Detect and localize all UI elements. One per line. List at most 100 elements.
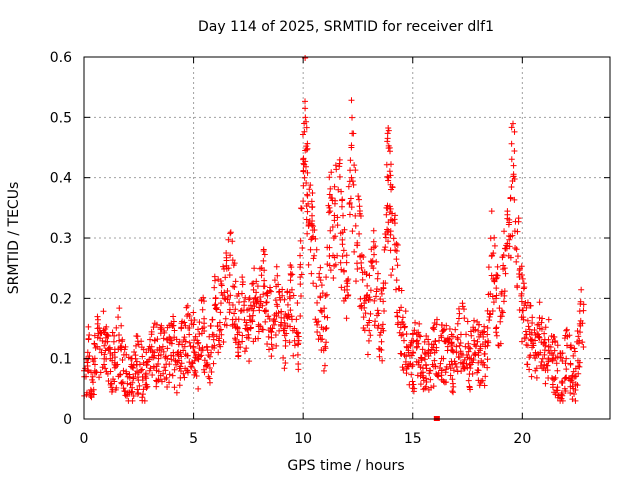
data-point	[433, 321, 440, 328]
data-point	[314, 299, 321, 306]
data-point	[263, 290, 270, 297]
data-point	[246, 358, 253, 365]
data-point	[367, 287, 374, 294]
data-point	[358, 259, 365, 266]
data-point	[225, 236, 232, 243]
data-point	[386, 203, 393, 210]
data-point	[161, 364, 168, 371]
data-point	[183, 367, 190, 374]
data-point	[281, 320, 288, 327]
data-point	[536, 334, 543, 341]
data-point	[168, 356, 175, 363]
data-point	[390, 235, 397, 242]
data-point	[566, 332, 573, 339]
data-point	[122, 343, 129, 350]
data-point	[181, 374, 188, 381]
data-point	[118, 322, 125, 329]
data-point	[383, 204, 390, 211]
data-point	[287, 277, 294, 284]
data-point	[186, 339, 193, 346]
data-point	[502, 245, 509, 252]
data-point	[376, 346, 383, 353]
data-point	[493, 271, 500, 278]
data-point	[184, 302, 191, 309]
data-point	[398, 304, 405, 311]
data-point	[449, 361, 456, 368]
data-point	[268, 334, 275, 341]
data-point	[539, 315, 546, 322]
data-point	[160, 370, 167, 377]
data-point	[344, 277, 351, 284]
data-point	[456, 310, 463, 317]
data-point	[514, 284, 521, 291]
data-point	[248, 317, 255, 324]
data-point	[511, 196, 518, 203]
data-point	[225, 265, 232, 272]
data-point	[523, 331, 530, 338]
data-point	[160, 348, 167, 355]
data-point	[309, 203, 316, 210]
data-point	[323, 339, 330, 346]
data-point	[272, 332, 279, 339]
data-point	[294, 299, 301, 306]
data-point	[305, 200, 312, 207]
data-point	[501, 228, 508, 235]
data-point	[169, 322, 176, 329]
data-point	[414, 337, 421, 344]
data-point	[558, 379, 565, 386]
data-point	[352, 212, 359, 219]
data-point	[506, 236, 513, 243]
data-point	[211, 284, 218, 291]
data-point	[349, 114, 356, 121]
x-tick-label: 15	[404, 431, 422, 447]
data-point	[539, 365, 546, 372]
data-point	[521, 302, 528, 309]
data-point	[452, 326, 459, 333]
data-point	[389, 266, 396, 273]
data-point	[513, 246, 520, 253]
data-point	[379, 325, 386, 332]
data-point	[265, 313, 272, 320]
data-point	[576, 359, 583, 366]
grid-lines	[84, 57, 610, 419]
data-point	[562, 360, 569, 367]
data-point	[456, 342, 463, 349]
data-point	[249, 280, 256, 287]
data-point	[423, 333, 430, 340]
data-point	[280, 354, 287, 361]
data-point	[161, 328, 168, 335]
data-point	[522, 328, 529, 335]
data-point	[275, 289, 282, 296]
data-point	[265, 327, 272, 334]
data-point	[571, 345, 578, 352]
data-point	[214, 322, 221, 329]
data-point	[301, 174, 308, 181]
data-point	[580, 301, 587, 308]
data-point	[275, 281, 282, 288]
data-point	[426, 370, 433, 377]
data-point	[261, 267, 268, 274]
data-point	[260, 283, 267, 290]
data-point	[498, 288, 505, 295]
data-point	[116, 337, 123, 344]
data-point	[261, 251, 268, 258]
data-point	[182, 322, 189, 329]
data-point	[432, 363, 439, 370]
data-point	[119, 379, 126, 386]
data-point	[284, 288, 291, 295]
data-point	[243, 345, 250, 352]
data-point	[257, 323, 264, 330]
data-point	[227, 292, 234, 299]
data-point	[208, 349, 215, 356]
data-point	[520, 316, 527, 323]
data-point	[559, 397, 566, 404]
data-point	[324, 314, 331, 321]
data-point	[527, 302, 534, 309]
data-point	[102, 331, 109, 338]
data-point	[348, 174, 355, 181]
data-point	[441, 326, 448, 333]
data-point	[238, 290, 245, 297]
data-point	[346, 211, 353, 218]
data-point	[207, 322, 214, 329]
data-point	[258, 272, 265, 279]
